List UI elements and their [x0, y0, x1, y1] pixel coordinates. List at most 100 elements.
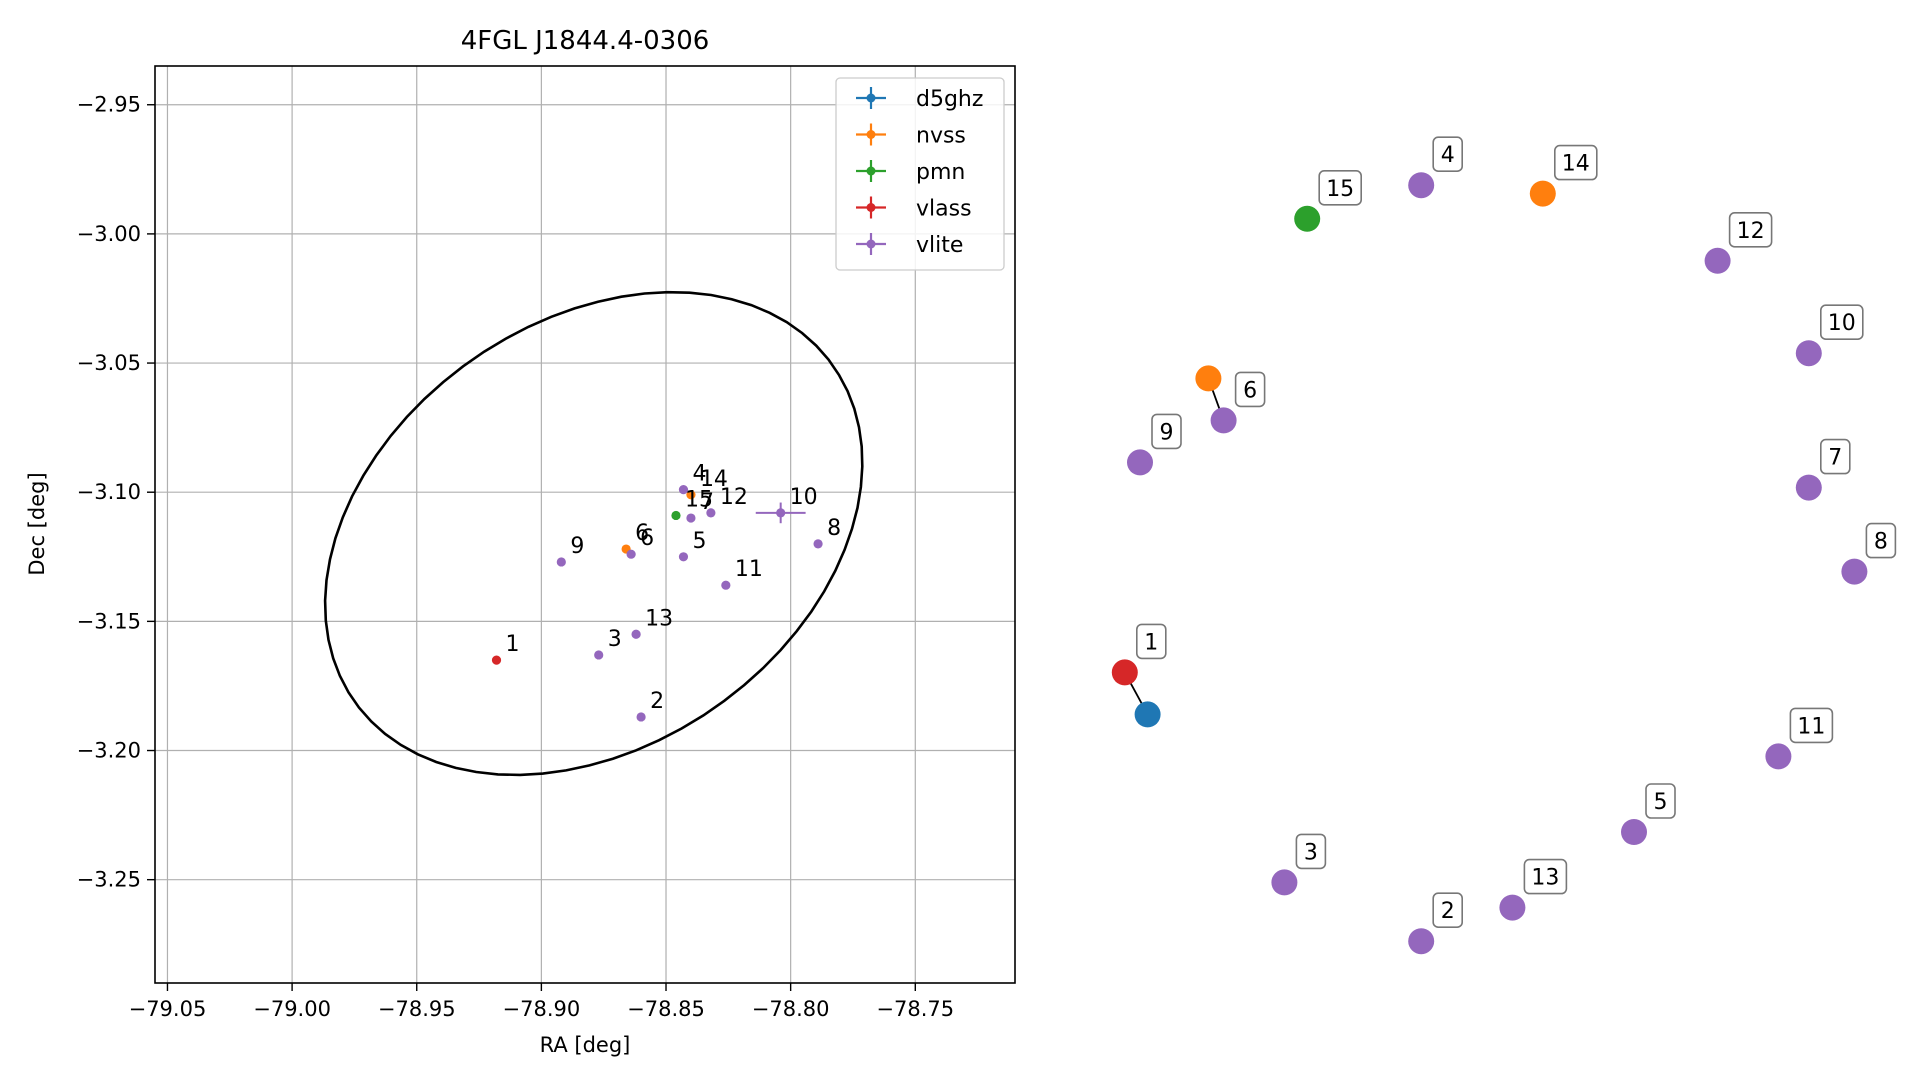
graph-node — [1529, 180, 1556, 207]
graph-node-label: 4 — [1441, 143, 1455, 168]
y-tick-label: −3.15 — [77, 609, 141, 633]
source-point-vlite — [678, 552, 689, 562]
y-tick-label: −2.95 — [77, 93, 141, 117]
source-point-label: 4 — [692, 462, 706, 487]
graph-node-label-box — [1295, 833, 1327, 870]
source-point-vlite — [721, 580, 731, 590]
graph-node — [1271, 869, 1298, 896]
y-tick-label: −3.10 — [77, 480, 141, 504]
graph-node-label: 3 — [1304, 840, 1318, 865]
graph-node-label: 1 — [1144, 630, 1158, 655]
source-point-label: 15 — [685, 487, 713, 512]
graph-node-label-box — [1136, 623, 1167, 660]
graph-node — [1210, 407, 1237, 434]
graph-node — [1134, 701, 1161, 728]
y-tick-label: −3.25 — [77, 868, 141, 892]
legend: d5ghz nvss pmn vlass vlite — [835, 77, 1005, 271]
graph-node-label: 11 — [1797, 714, 1825, 739]
graph-node — [1765, 743, 1792, 770]
y-axis-label: Dec [deg] — [25, 472, 49, 575]
axes-frame — [154, 65, 1016, 984]
graph-node-label: 14 — [1562, 152, 1590, 177]
source-point-vlite — [636, 712, 646, 722]
y-tick-label: −3.20 — [77, 739, 141, 763]
plot-title: 4FGL J1844.4-0306 — [461, 26, 710, 56]
graph-node — [1408, 928, 1435, 955]
source-point-vlite — [594, 650, 604, 660]
graph-node-label-box — [1728, 212, 1773, 248]
legend-marker-dot — [866, 239, 876, 249]
graph-node-label-box — [1432, 892, 1463, 929]
x-tick-label: −78.75 — [876, 997, 954, 1021]
legend-label-pmn: pmn — [916, 160, 965, 185]
graph-node — [1704, 247, 1731, 274]
axis-ticks: −79.05 −79.00 −78.95 −78.90 −78.85 −78.80 −78.… — [77, 93, 955, 1021]
graph-node-label: 5 — [1654, 790, 1668, 815]
graph-node-label: 6 — [1243, 378, 1257, 403]
source-point-label: 8 — [827, 516, 841, 541]
graph-node — [1499, 894, 1526, 921]
graph-node-label: 8 — [1874, 530, 1888, 555]
source-point-label: 5 — [692, 529, 706, 554]
error-ellipse — [323, 290, 864, 777]
graph-node-label-box — [1865, 522, 1897, 559]
source-point-label: 2 — [650, 689, 664, 714]
x-tick-label: −79.00 — [253, 997, 331, 1021]
source-point-vlite — [686, 513, 696, 523]
source-point-vlite — [776, 508, 786, 518]
position-plot: 4FGL J1844.4-0306 6141512345678910111213… — [25, 26, 1016, 1057]
graph-node-label-box — [1820, 438, 1851, 475]
graph-node — [1408, 172, 1435, 199]
graph-node — [1111, 659, 1138, 686]
y-tick-label: −3.00 — [77, 222, 141, 246]
legend-marker-dot — [866, 203, 876, 212]
source-point-label: 10 — [790, 485, 818, 510]
graph-node-label-box — [1151, 413, 1182, 450]
source-point-vlite — [813, 539, 823, 549]
source-point-vlite — [678, 485, 689, 495]
source-point-vlite — [556, 557, 566, 567]
legend-marker-dot — [866, 166, 876, 176]
x-tick-label: −78.80 — [752, 997, 830, 1021]
graph-node — [1621, 819, 1647, 845]
source-point-label: 13 — [645, 606, 673, 631]
graph-node-label-box — [1318, 170, 1362, 206]
graph-node-label: 12 — [1737, 219, 1765, 244]
graph-node-label-box — [1234, 371, 1266, 408]
legend-marker-dot — [866, 93, 876, 103]
graph-node-label: 2 — [1441, 899, 1455, 924]
source-point-label: 6 — [635, 521, 649, 546]
graph-node-label: 13 — [1531, 866, 1559, 891]
source-point-label: 3 — [608, 627, 622, 652]
graph-node-label-box — [1432, 136, 1463, 172]
legend-label-vlass: vlass — [916, 197, 972, 222]
legend-label-d5ghz: d5ghz — [916, 87, 983, 112]
x-tick-label: −79.05 — [129, 997, 207, 1021]
x-tick-label: −78.90 — [503, 997, 581, 1021]
legend-marker-dot — [866, 130, 876, 139]
x-tick-label: −78.95 — [378, 997, 456, 1021]
graph-node-label-box — [1789, 707, 1834, 744]
source-point-label: 14 — [700, 467, 728, 492]
source-point-label: 11 — [735, 557, 763, 582]
graph-node-label: 7 — [1828, 446, 1842, 471]
graph-node-label-box — [1554, 144, 1598, 181]
source-point-label: 6 — [640, 526, 654, 551]
source-point-pmn — [671, 510, 681, 521]
legend-entries: d5ghz nvss pmn vlass vlite — [856, 87, 983, 258]
x-axis-label: RA [deg] — [540, 1033, 631, 1057]
graph-node-label: 15 — [1326, 177, 1354, 202]
source-point-vlite — [626, 549, 636, 559]
graph-node-label-box — [1820, 304, 1864, 341]
graph-node — [1795, 474, 1822, 501]
source-point-vlite — [631, 629, 641, 639]
graph-node-label-box — [1523, 858, 1568, 895]
graph-node-label: 9 — [1160, 420, 1174, 445]
source-point-nvss — [686, 490, 696, 500]
legend-label-nvss: nvss — [916, 124, 966, 149]
legend-box — [835, 77, 1005, 271]
source-point-label: 12 — [720, 485, 748, 510]
